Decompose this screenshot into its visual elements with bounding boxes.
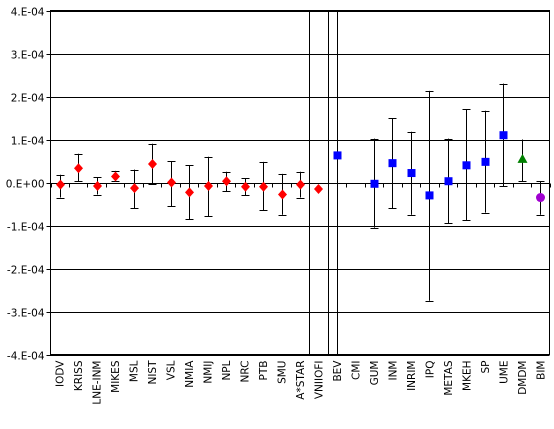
y-tick-label: 0.E+00 [6,179,45,191]
group-separators [309,10,329,355]
x-tick-label: IODV [55,360,67,387]
x-tick-label: NIST [147,360,159,385]
data-point-diamond [56,179,65,190]
plot-area-frame [50,10,550,355]
x-tick-label: CMI [350,361,362,381]
data-point-square [333,151,342,160]
data-point-square [370,179,379,188]
data-point-square [481,157,490,166]
y-tick-label: 4.E-04 [11,7,45,19]
data-point-diamond [93,180,102,191]
data-point-diamond [167,177,176,188]
data-markers [56,131,545,203]
data-point-triangle [517,153,528,163]
x-tick-label: DMDM [517,361,529,395]
x-tick-label: MSL [129,360,141,382]
data-point-diamond [204,180,213,191]
zero-axis [51,183,551,188]
data-point-square [444,177,453,186]
x-tick-label: NMIJ [203,361,215,384]
data-point-square [388,159,397,168]
data-point-diamond [259,181,268,192]
x-tick-label: INM [387,361,399,381]
x-tick-label: LNE-INM [92,361,104,405]
y-tick-label: -2.E-04 [7,265,45,277]
x-tick-label: VNIIOFI [313,361,325,400]
x-tick-label: INRIM [406,361,418,391]
data-point-diamond [130,183,139,194]
x-tick-label: GUM [369,361,381,386]
data-point-diamond [148,159,157,170]
y-tick-label: -3.E-04 [7,308,45,320]
y-tick-label: 2.E-04 [11,93,45,105]
x-tick-label: IPQ [424,361,436,379]
data-point-diamond [314,183,323,194]
x-tick-label: A*STAR [295,361,307,400]
y-tick-label: -4.E-04 [7,351,45,363]
y-axis-tick-labels: 4.E-04 3.E-04 2.E-04 1.E-04 0.E+00 -1.E-04 -2.… [6,7,45,363]
data-point-square [407,169,416,178]
x-tick-label: BIM [535,361,547,380]
x-tick-label: NMIA [184,360,196,388]
x-axis-tick-labels: IODV KRISS LNE-INM MIKES MSL NIST VSL NMIA NMIJ N… [55,360,548,405]
data-point-diamond [241,181,250,192]
data-point-square [499,131,508,140]
data-point-circle [536,193,545,203]
y-tick-label: 1.E-04 [11,136,45,148]
y-tick-label: 3.E-04 [11,50,45,62]
data-point-diamond [185,187,194,198]
data-point-diamond [74,163,83,174]
y-tick-label: -1.E-04 [7,222,45,234]
x-tick-label: MKEH [461,361,473,391]
x-tick-label: MIKES [110,360,122,393]
data-point-square [425,191,434,200]
x-tick-label: NPL [221,360,233,380]
x-tick-label: SP [480,361,492,374]
x-tick-label: NRC [240,361,252,383]
data-point-diamond [222,176,231,187]
x-tick-label: SMU [277,361,289,384]
data-point-diamond [111,171,120,182]
data-point-square [462,161,471,170]
x-tick-label: METAS [443,360,455,395]
x-tick-label: UME [498,360,510,383]
data-point-diamond [278,189,287,200]
x-tick-label: VSL [166,360,178,380]
x-tick-label: PTB [258,361,270,381]
x-tick-label: BEV [332,360,344,382]
x-tick-label: KRISS [73,360,85,391]
data-point-diamond [296,179,305,190]
